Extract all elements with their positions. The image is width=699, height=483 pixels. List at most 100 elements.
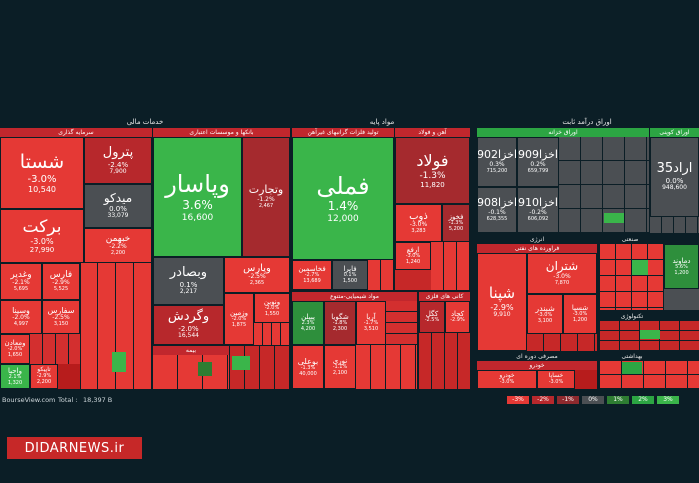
subsector-coupon-bonds[interactable]: اوراق کوپنی bbox=[650, 128, 699, 137]
tile-bouali[interactable]: بوعلی -1.3% 40,000 bbox=[292, 345, 324, 389]
tile-percent: -3.0% bbox=[409, 221, 428, 229]
sector-title-tech: تکنولوژی bbox=[620, 313, 644, 320]
tile-name: نوری bbox=[332, 357, 348, 366]
tile-vpasar[interactable]: وپاسار 3.6% 16,600 bbox=[153, 137, 242, 257]
tile-name: میدکو bbox=[103, 190, 133, 205]
tile-kchad[interactable]: کچاد -2.9% bbox=[445, 301, 470, 333]
subsector-basic-metals[interactable]: تولید فلزات گرانبهای غیرآهن bbox=[292, 128, 394, 137]
tile-vparas[interactable]: وپارس -2.5% 2,365 bbox=[224, 257, 290, 293]
tile-vmaaden[interactable]: ومعادن -2.0% 1,650 bbox=[0, 334, 30, 364]
banks-small-tiles bbox=[254, 323, 290, 345]
tile-barkat[interactable]: برکت -3.0% 27,990 bbox=[0, 209, 84, 263]
tile-percent: -2.4% bbox=[107, 160, 129, 169]
subsector-insurance[interactable]: بیمه bbox=[153, 346, 229, 355]
tile-shbandar[interactable]: شبندر -3.0% 3,100 bbox=[527, 294, 563, 334]
tile-percent: -1.3% bbox=[419, 170, 446, 181]
tile-zob[interactable]: ذوب -3.0% 3,283 bbox=[395, 204, 442, 242]
tile-volume: 4,200 bbox=[300, 326, 316, 333]
tile-folad[interactable]: فولاد -1.3% 11,820 bbox=[395, 137, 470, 204]
tile-name: فولاد bbox=[416, 151, 449, 171]
subsector-oil-refinery[interactable]: فراورده های نفتی bbox=[477, 244, 597, 253]
tile-fars[interactable]: فارس -2.9% 5,525 bbox=[42, 263, 80, 300]
tile-name: شسپا bbox=[571, 304, 589, 313]
tile-pbehdar[interactable]: پبیلن 2.3% 4,200 bbox=[292, 301, 324, 345]
tile-vgardesh[interactable]: وگردش -2.0% 16,544 bbox=[153, 305, 224, 345]
tile-akhza908[interactable]: اخزا908 -0.1% 628,355 bbox=[477, 187, 517, 233]
tile-percent: 0.1% bbox=[343, 272, 357, 279]
tile-fkhasmin[interactable]: فخاسمین -2.7% 13,689 bbox=[292, 260, 332, 290]
tile-sefars[interactable]: سفارس -2.5% 3,150 bbox=[42, 300, 80, 334]
tile-name: وغدیر bbox=[10, 270, 32, 280]
tile-vsina[interactable]: وسینا -2.0% 4,997 bbox=[0, 300, 42, 334]
tile-tapiko[interactable]: تاپیکو -2.9% 2,200 bbox=[30, 364, 58, 389]
tile-percent: -1.2% bbox=[257, 196, 275, 203]
tile-volume: 659,799 bbox=[527, 167, 549, 174]
tile-name: وتجارت bbox=[248, 183, 284, 197]
tile-akhza910[interactable]: اخزا910 -0.2% 606,092 bbox=[517, 187, 559, 233]
tile-khsapa[interactable]: خساپا -3.0% bbox=[537, 370, 575, 389]
insurance-tiles bbox=[153, 355, 229, 389]
other-green-tile bbox=[232, 356, 250, 370]
tile-name: وپاسار bbox=[165, 170, 230, 199]
tile-vbsader[interactable]: وبصادر 0.1% 2,217 bbox=[153, 257, 224, 305]
tile-volume: 1,875 bbox=[231, 322, 247, 329]
subsector-iron-steel[interactable]: آهن و فولاد bbox=[395, 128, 470, 137]
tile-vamin[interactable]: وزمین -2.0% 1,875 bbox=[224, 293, 254, 345]
tile-shasta[interactable]: شستا -3.0% 10,540 bbox=[0, 137, 84, 209]
utilities-tiles bbox=[664, 289, 699, 310]
tile-volume: 13,689 bbox=[303, 278, 321, 285]
tile-volume: 27,990 bbox=[29, 246, 55, 255]
tile-volume: 16,600 bbox=[181, 212, 214, 223]
sector-title-health: بهداشتی bbox=[621, 353, 643, 360]
tile-khebahman[interactable]: خبهمن -2.2% 2,200 bbox=[84, 228, 152, 263]
tile-shgoya[interactable]: شگویا -1.8% 2,300 bbox=[324, 301, 356, 345]
tile-midko[interactable]: میدکو 0.0% 33,079 bbox=[84, 184, 152, 228]
tile-name: شگویا bbox=[331, 313, 349, 322]
subsector-treasury[interactable]: اوراق خزانه bbox=[477, 128, 649, 137]
tile-name: برکت bbox=[22, 216, 62, 237]
tile-arfa[interactable]: ارفع -3.0% 1,240 bbox=[395, 242, 431, 270]
tile-shetran[interactable]: شتران -3.0% 7,870 bbox=[527, 253, 597, 294]
coupon-small-tiles bbox=[650, 217, 699, 233]
tile-petrol[interactable]: پترول -2.4% 7,900 bbox=[84, 137, 152, 184]
tile-name: شتران bbox=[545, 259, 579, 274]
tile-arad35[interactable]: اراد35 0.0% 948,600 bbox=[650, 137, 699, 217]
tile-khodro[interactable]: خودرو -3.0% bbox=[477, 370, 537, 389]
tile-vghadir[interactable]: وغدیر -2.1% 5,695 bbox=[0, 263, 42, 300]
tile-name: تاپیکو bbox=[37, 366, 51, 374]
tile-vtejarat[interactable]: وتجارت -1.2% 2,467 bbox=[242, 137, 290, 257]
tile-shepna[interactable]: شپنا -2.9% 9,910 bbox=[477, 253, 527, 351]
subsector-chemicals[interactable]: مواد شیمیایی-متنوع bbox=[292, 292, 417, 301]
tile-volume: 1,200 bbox=[674, 269, 689, 276]
tile-nouri[interactable]: نوری -1.1% 2,100 bbox=[324, 345, 356, 389]
tile-percent: -3.0% bbox=[405, 253, 421, 260]
tile-dmavand[interactable]: دماوند 5.6% 1,200 bbox=[664, 244, 699, 289]
tile-name: اراد35 bbox=[656, 161, 693, 177]
sector-title-cyclical: مصرفی دوره ای bbox=[516, 353, 558, 360]
insurance-green-tile bbox=[198, 362, 212, 376]
tile-arya[interactable]: آریا -1.7% 3,510 bbox=[356, 301, 386, 345]
sector-title-industry: صنعتی bbox=[621, 236, 639, 243]
tile-volume: 1,550 bbox=[264, 311, 280, 318]
subsector-investment[interactable]: سرمایه گذاری bbox=[0, 128, 152, 137]
tile-fkhouz[interactable]: فخوز -1.3% 5,200 bbox=[442, 204, 470, 242]
tile-faira[interactable]: فایرا 0.1% 1,500 bbox=[332, 260, 368, 290]
tile-kakl[interactable]: کگل -2.5% bbox=[419, 301, 445, 333]
tile-akhza909[interactable]: اخزا909 0.2% 659,799 bbox=[517, 137, 559, 187]
tile-shesina[interactable]: شسپا -3.0% 1,200 bbox=[563, 294, 597, 334]
tile-percent: -2.5% bbox=[248, 273, 266, 281]
tile-volume: 1,650 bbox=[7, 352, 23, 359]
tile-fameli[interactable]: فملی 1.4% 12,000 bbox=[292, 137, 394, 260]
subsector-auto[interactable]: خودرو bbox=[477, 361, 597, 370]
footer-site[interactable]: BourseView.com bbox=[2, 396, 56, 404]
tile-volume: 1,500 bbox=[342, 278, 358, 285]
tile-name: پبیلن bbox=[301, 313, 315, 322]
tile-vnovin[interactable]: ونوین -2.0% 1,550 bbox=[254, 293, 290, 323]
tile-name: فایرا bbox=[343, 265, 357, 274]
tile-percent: -3.0% bbox=[537, 311, 553, 318]
tile-vakhaba[interactable]: واحبا 2.1% 1,320 bbox=[0, 364, 30, 389]
subsector-banks[interactable]: بانکها و موسسات اعتباری bbox=[153, 128, 290, 137]
footer-bar: BourseView.com Total : 18,397 B bbox=[0, 392, 470, 406]
tile-akhza902[interactable]: اخزا902 0.3% 715,200 bbox=[477, 137, 517, 187]
subsector-metal-ores[interactable]: کانی های فلزی bbox=[419, 292, 470, 301]
